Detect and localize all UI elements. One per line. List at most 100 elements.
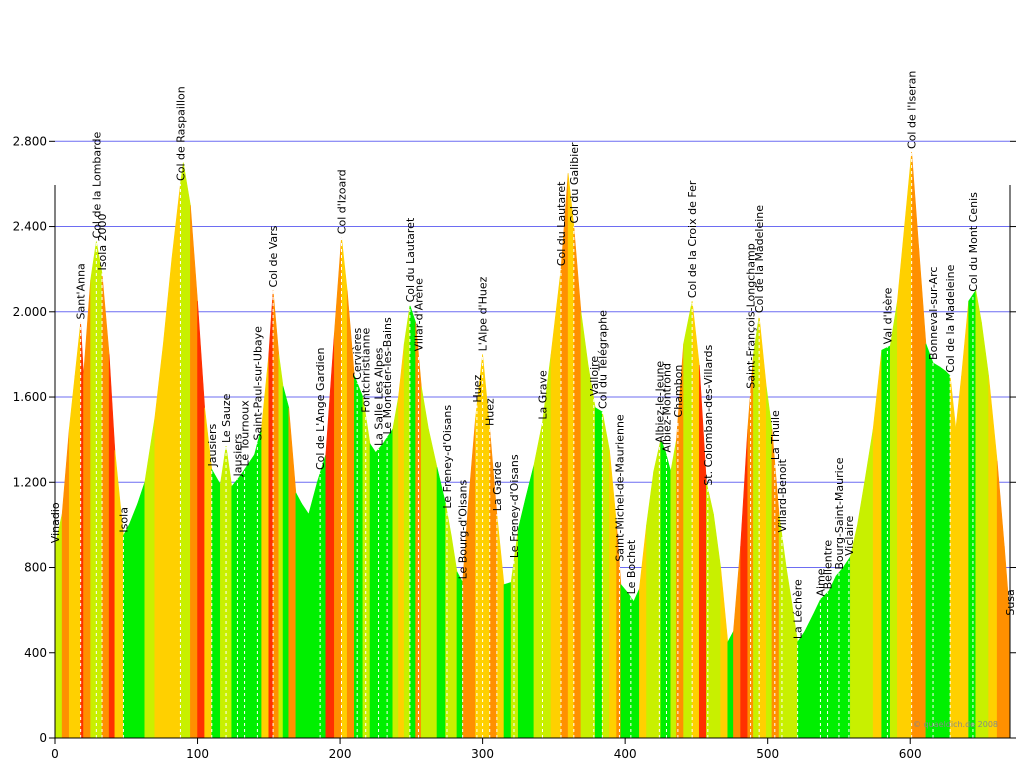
profile-segment [932,362,941,739]
place-label: Col de L'Ange Gardien [314,348,327,471]
place-label: Villard-Benoit [776,458,789,532]
profile-segment [812,599,821,739]
profile-segment [114,450,124,739]
profile-segment [369,442,377,739]
x-tick-label: 500 [756,747,779,761]
place-label: La Thuile [769,410,782,460]
place-label: Susa [1004,589,1017,615]
place-label: Col de Raspaillon [174,86,187,181]
place-label: Chambon [672,365,685,418]
profile-segment [278,354,284,739]
profile-segment [550,269,562,739]
profile-segment [691,301,700,739]
place-label: Albiez-le-Jeune [653,361,666,443]
place-label: Cervières [351,327,364,379]
profile-segment [382,428,394,739]
profile-segment [182,162,191,739]
place-labels: Vinadio Sant'Anna Col de la LombardeIsola … [49,71,1017,639]
place-label: Le Freney-d'Oisans [508,454,521,558]
profile-segment [857,482,865,739]
place-label: Villar-d'Arène [412,278,425,352]
y-tick-label: 1.200 [13,475,47,489]
profile-segment [727,631,734,739]
profile-segment [392,396,399,739]
profile-segment [128,503,138,739]
profile-segment [567,173,575,739]
profile-segment [602,411,610,739]
profile-segment [510,529,519,739]
profile-segment [646,471,654,739]
place-label: Le Freney-d'Oisans [441,405,454,509]
place-label: Col de l'Iseran [906,71,919,149]
place-label: La Garde [491,461,504,511]
profile-segment [171,183,181,739]
profile-segment [137,482,146,739]
place-label: Bonneval-sur-Arc [927,267,940,360]
profile-segment [670,439,677,739]
profile-segment [101,273,110,739]
x-tick-label: 0 [51,747,59,761]
place-label: Col du Lautaret [404,217,417,302]
place-label: Bellentre [822,540,835,590]
profile-segment [144,418,156,739]
profile-segment [190,205,198,739]
profile-segment [272,290,280,739]
profile-segment [211,468,221,739]
place-label: Col du Galibier [568,142,581,224]
place-label: Bourg-Saint-Maurice [833,457,846,569]
profile-segment [620,583,629,739]
profile-segment [594,407,603,739]
profile-segment [968,289,977,739]
profile-segment [68,375,76,739]
profile-segment [720,567,729,739]
profile-segment [758,316,767,739]
place-label: Saint-Paul-sur-Ubaye [251,326,264,441]
x-tick-label: 100 [186,747,209,761]
profile-segment [664,450,672,739]
profile-segment [633,588,640,739]
place-label: Le Bourg-d'Oisans [457,480,470,580]
profile-segment [225,446,233,739]
profile-segment [108,354,116,739]
profile-segment [525,465,535,739]
place-label: La Salle Les Alpes [373,347,386,446]
profile-segment [828,575,837,739]
profile-segment [864,428,874,739]
profile-segment [533,422,543,739]
place-label: Vinadio [49,502,62,543]
profile-segment [288,407,297,739]
profile-segment [456,571,463,739]
y-tick-label: 0 [39,731,47,745]
place-label: Col de la Madeleine [753,205,766,313]
profile-segment [375,443,384,739]
place-label: Isola 2000 [96,213,109,270]
y-axis-ticks: 0 400 800 1.200 1.600 2.000 2.400 2.800 [13,134,1016,745]
x-axis-ticks: 0 100 200 300 400 500 600 [51,738,922,761]
x-tick-label: 300 [471,747,494,761]
profile-segment [96,241,103,739]
profile-segment [733,546,741,739]
elevation-profile-area [54,151,1011,739]
profile-segment [949,375,957,739]
profile-segment [835,566,844,739]
place-label: Aime [814,568,827,596]
profile-segment [428,428,438,739]
place-label: Col du Mont Cenis [967,192,980,292]
profile-segment [660,439,666,739]
profile-segment [308,482,318,739]
profile-segment [154,343,164,739]
profile-segment [362,396,371,739]
place-label: Le Tournoux [239,400,252,467]
place-label: L'Alpe d'Huez [477,276,490,351]
axes [54,185,1011,739]
profile-segment [889,301,898,739]
profile-segment [83,279,91,739]
profile-segment [939,366,947,739]
profile-segment [881,345,891,739]
x-tick-label: 600 [899,747,922,761]
profile-segment [778,514,787,739]
y-tick-label: 2.800 [13,134,47,148]
profile-segment [197,301,205,739]
place-label: Col de Vars [267,225,280,287]
place-label: Jausiers [231,433,244,477]
